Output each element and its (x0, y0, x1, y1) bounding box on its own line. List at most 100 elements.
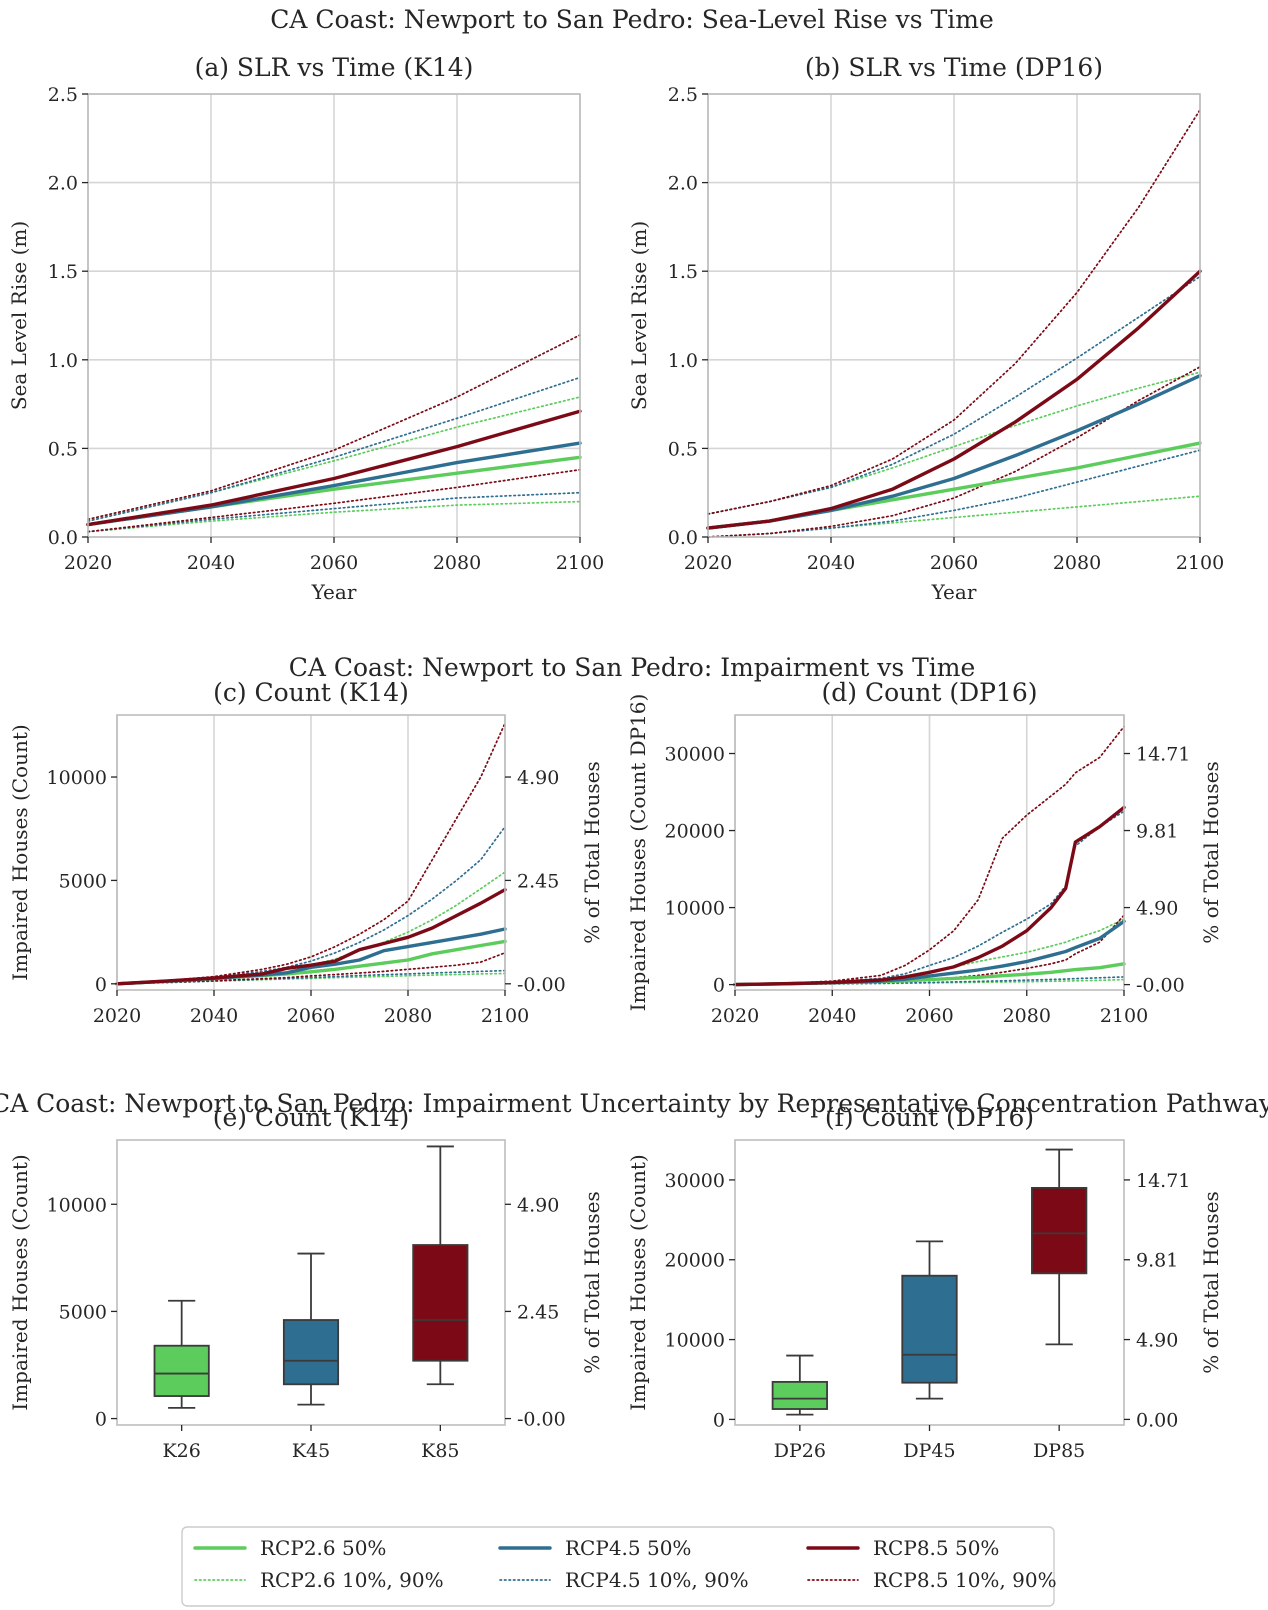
legend-label: RCP4.5 50% (565, 1536, 691, 1560)
x-tick-label: 2060 (930, 552, 978, 574)
y-tick-label: 5000 (59, 1301, 107, 1323)
y2-tick-label: -0.00 (1136, 975, 1185, 997)
y-tick-label: 30000 (665, 744, 725, 766)
x-ticks: 2020 2040 2060 2080 2100 (684, 537, 1224, 574)
series-line (87, 500, 581, 533)
box-body (282, 1319, 340, 1386)
x-tick-label: 2040 (807, 552, 855, 574)
y2-tick-label: 4.90 (1136, 1330, 1178, 1352)
legend-label: RCP2.6 10%, 90% (260, 1568, 444, 1592)
y-tick-label: 10000 (47, 1194, 107, 1216)
series-line (707, 275, 1201, 515)
x-tick-label: 2040 (187, 552, 235, 574)
x-grid (116, 715, 506, 990)
panel-title: (f) Count (DP16) (825, 1103, 1034, 1132)
series-line (734, 725, 1125, 986)
x-tick-label: 2080 (433, 552, 481, 574)
y-tick-label: 10000 (665, 1330, 725, 1352)
y-tick-label: 2.0 (48, 173, 78, 195)
y-tick-label: 0 (713, 1409, 725, 1431)
y2-axis-label: % of Total Houses (1199, 1191, 1223, 1373)
y2-tick-label: 4.90 (1136, 898, 1178, 920)
y-tick-label: 1.0 (668, 350, 698, 372)
y2-tick-label: 4.90 (517, 767, 559, 789)
x-tick-label: 2040 (808, 1005, 856, 1027)
box-body (153, 1344, 210, 1397)
y-tick-label: 1.5 (668, 261, 698, 283)
x-tick-label: DP26 (774, 1440, 826, 1462)
y2-tick-label: 0.00 (1136, 1409, 1178, 1431)
x-ticks: K26 K45 K85 (162, 1425, 460, 1462)
y2-axis-label: % of Total Houses (1199, 761, 1223, 943)
legend: RCP2.6 50% RCP4.5 50% RCP8.5 50% RCP2.6 10%… (181, 1526, 1057, 1607)
row3-title: CA Coast: Newport to San Pedro: Impairme… (0, 1089, 1268, 1118)
y2-tick-label: 9.81 (1136, 1250, 1178, 1272)
panel-title: (b) SLR vs Time (DP16) (805, 53, 1103, 82)
x-tick-label: 2060 (287, 1005, 335, 1027)
y2-tick-label: 14.71 (1136, 1170, 1190, 1192)
series-line (87, 468, 581, 533)
y-ticks: 0 10000 20000 30000 (665, 744, 735, 997)
y2-tick-label: -0.00 (517, 974, 566, 996)
y2-tick-label: 9.81 (1136, 821, 1178, 843)
legend-item: RCP8.5 50% (806, 1536, 999, 1560)
box-group (153, 1145, 469, 1409)
y-tick-label: 1.5 (48, 261, 78, 283)
legend-label: RCP8.5 10%, 90% (873, 1568, 1057, 1592)
x-tick-label: 2080 (384, 1005, 432, 1027)
legend-item: RCP4.5 50% (498, 1536, 691, 1560)
box-body (412, 1244, 469, 1362)
legend-item: RCP8.5 10%, 90% (807, 1568, 1057, 1592)
x-tick-label: K45 (292, 1440, 330, 1462)
y2-tick-label: -0.00 (517, 1409, 566, 1431)
x-tick-label: K26 (162, 1440, 200, 1462)
series-line (86, 409, 582, 527)
x-ticks: 2020 2040 2060 2080 2100 (64, 537, 604, 574)
y2-axis-label: % of Total Houses (580, 761, 604, 943)
x-ticks: 2020 2040 2060 2080 2100 (93, 990, 529, 1027)
x-axis-label: Year (311, 580, 357, 604)
y-tick-label: 0.0 (48, 527, 78, 549)
box-dp45 (901, 1240, 958, 1400)
x-tick-label: 2060 (310, 552, 358, 574)
series-group (115, 722, 507, 986)
y-axis-label: Impaired Houses (Count) (8, 724, 32, 980)
y-tick-label: 2.0 (668, 173, 698, 195)
y-axis-label: Impaired Houses (Count) (8, 1154, 32, 1410)
x-tick-label: 2020 (93, 1005, 141, 1027)
legend-label: RCP8.5 50% (873, 1536, 999, 1560)
row1-title: CA Coast: Newport to San Pedro: Sea-Leve… (270, 5, 994, 34)
y-tick-label: 10000 (665, 898, 725, 920)
y2-tick-label: 4.90 (517, 1194, 559, 1216)
x-tick-label: 2020 (684, 552, 732, 574)
panel-f: (f) Count (DP16) DP26 DP45 DP85 0 10000 20000 3… (626, 1103, 1223, 1462)
y2-tick-label: 2.45 (517, 870, 559, 892)
x-tick-label: 2100 (556, 552, 604, 574)
series-group (733, 725, 1126, 987)
y-tick-label: 2.5 (668, 84, 698, 106)
series-line (733, 805, 1126, 987)
x-tick-label: 2100 (481, 1005, 529, 1027)
x-grid (707, 94, 1201, 537)
series-line (707, 371, 1201, 515)
y-tick-label: 1.0 (48, 350, 78, 372)
row2-title: CA Coast: Newport to San Pedro: Impairme… (289, 653, 976, 682)
legend-item: RCP2.6 10%, 90% (194, 1568, 444, 1592)
y-axis-label: Sea Level Rise (m) (7, 221, 31, 410)
y-tick-label: 20000 (665, 1250, 725, 1272)
y-tick-label: 0 (95, 1409, 107, 1431)
series-group (706, 109, 1202, 538)
box-k26 (153, 1299, 210, 1409)
box-body (1031, 1186, 1088, 1275)
legend-item: RCP2.6 50% (193, 1536, 386, 1560)
x-ticks: DP26 DP45 DP85 (774, 1425, 1085, 1462)
y-ticks: 0 5000 10000 (47, 767, 117, 996)
x-axis-label: Year (931, 580, 977, 604)
panel-c: (c) Count (K14) 2020 2040 2060 2080 2100 0 5000… (8, 678, 604, 1027)
series-line (87, 376, 581, 522)
y2-ticks: -0.00 2.45 4.90 (505, 1194, 566, 1431)
panels: (a) SLR vs Time (K14) 2020 2040 2060 2080 210… (7, 53, 1224, 1462)
y-tick-label: 0.5 (48, 438, 78, 460)
x-tick-label: 2020 (64, 552, 112, 574)
x-tick-label: 2060 (905, 1005, 953, 1027)
